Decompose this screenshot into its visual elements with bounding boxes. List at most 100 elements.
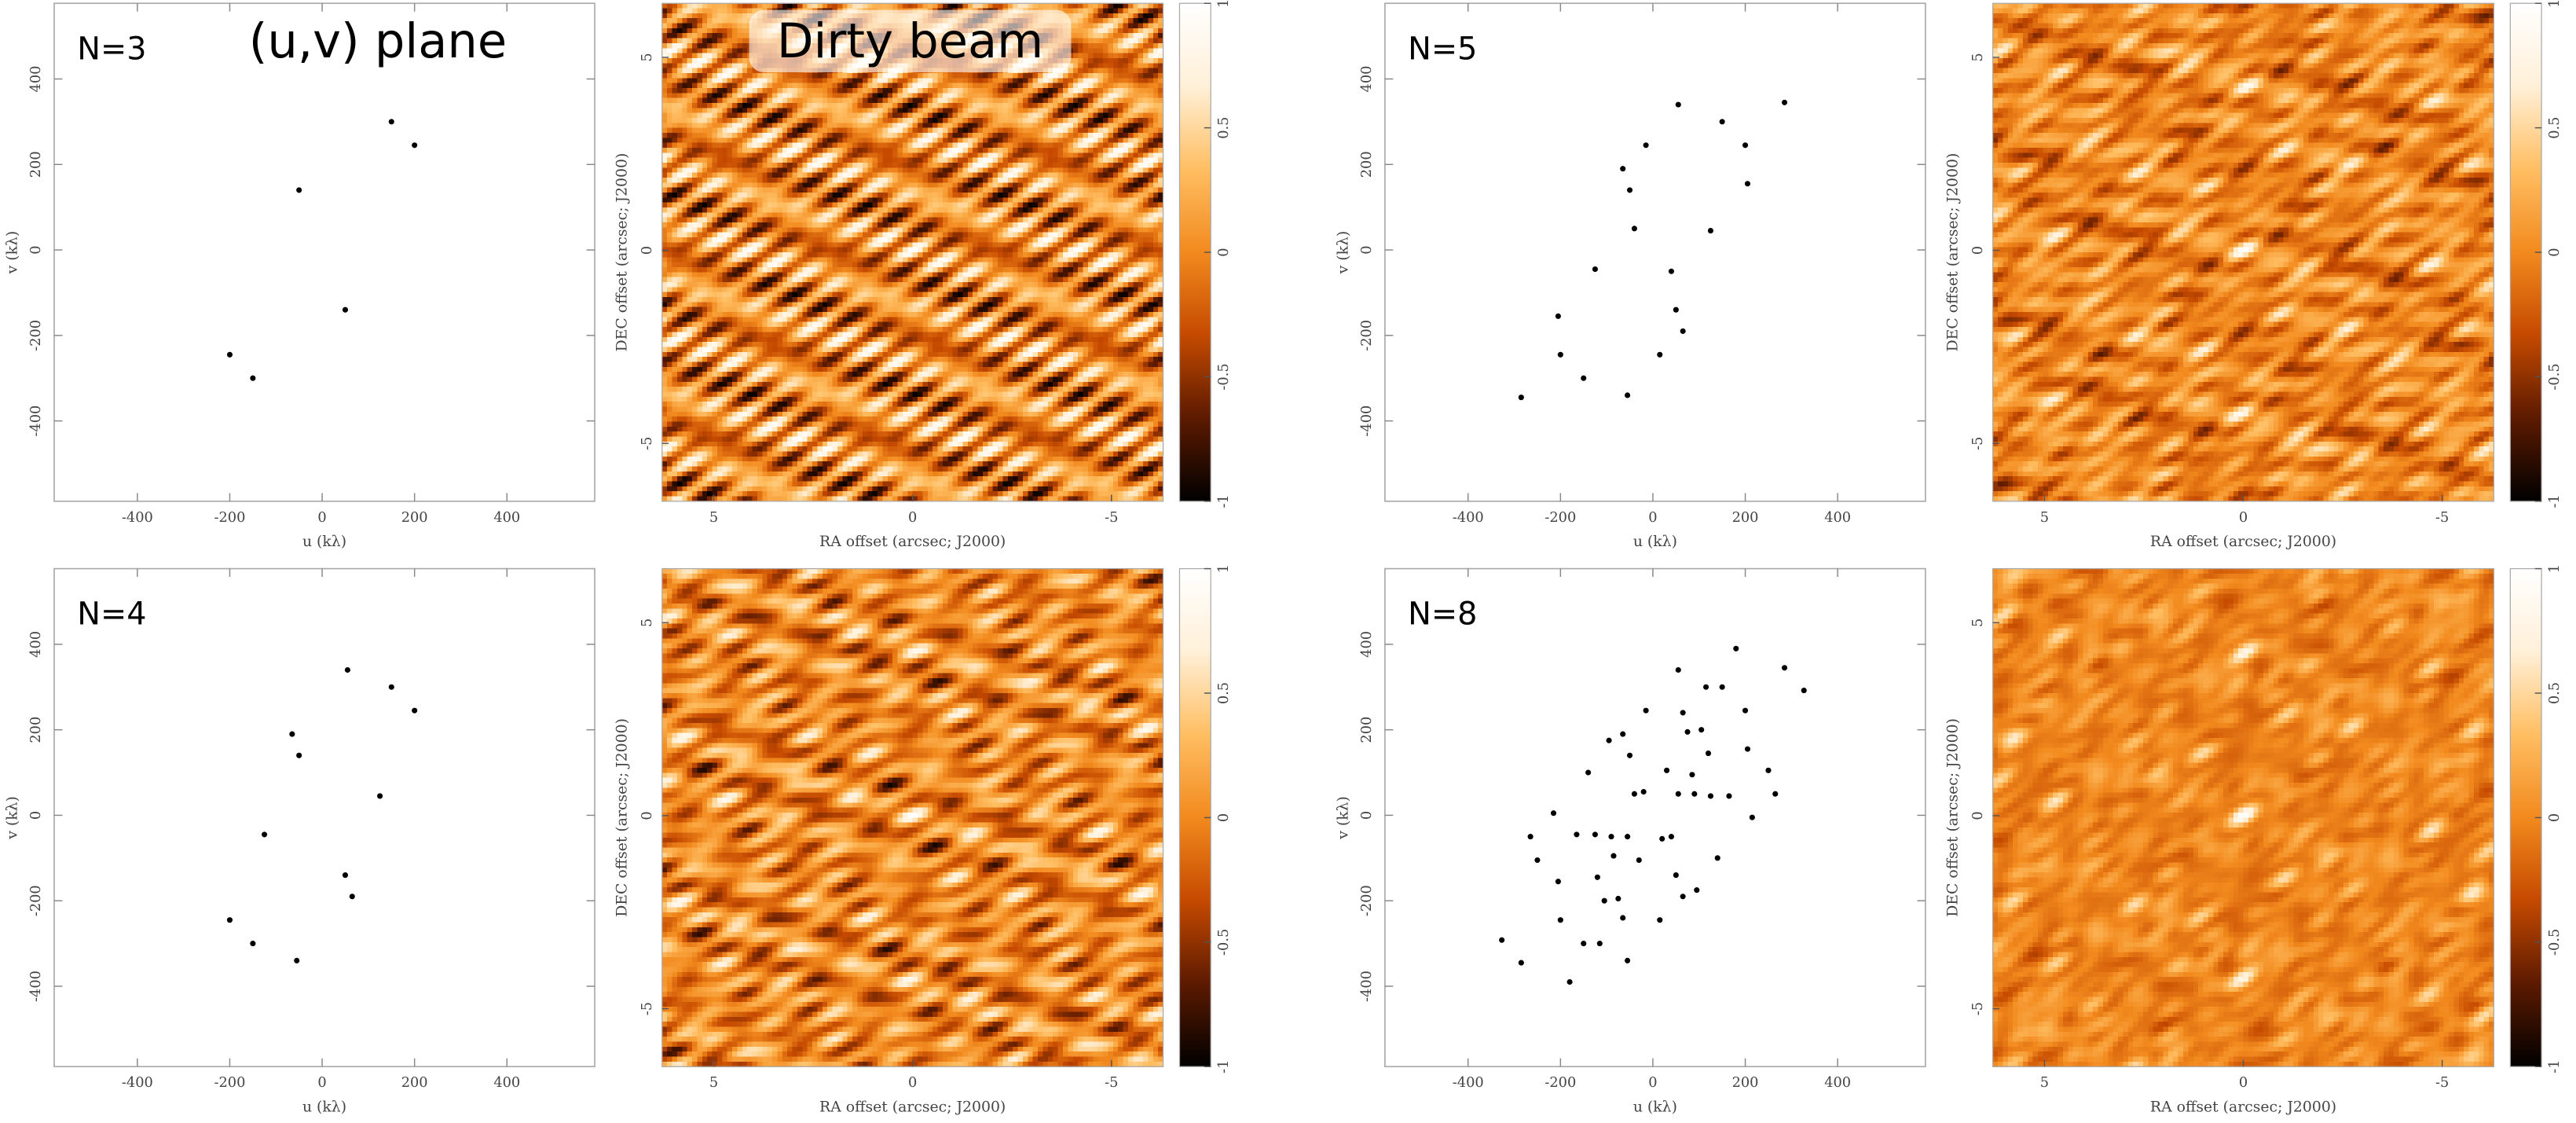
beam-pixel — [667, 9, 672, 14]
beam-pixel — [978, 207, 984, 213]
beam-pixel — [867, 118, 873, 123]
beam-pixel — [702, 9, 708, 14]
beam-pixel — [1143, 227, 1149, 233]
beam-pixel — [717, 167, 723, 173]
beam-pixel — [933, 138, 938, 143]
beam-pixel — [1078, 148, 1083, 153]
beam-pixel — [892, 197, 898, 203]
beam-pixel — [732, 193, 738, 198]
beam-pixel — [1113, 63, 1119, 68]
beam-pixel — [993, 158, 999, 163]
beam-pixel — [737, 93, 742, 98]
beam-pixel — [1153, 68, 1159, 74]
beam-pixel — [762, 222, 768, 228]
beam-pixel — [677, 163, 683, 168]
beam-pixel — [988, 138, 993, 143]
beam-pixel — [737, 113, 742, 119]
beam-pixel — [697, 78, 702, 83]
beam-pixel — [938, 138, 944, 143]
beam-pixel — [953, 158, 958, 163]
beam-pixel — [1013, 178, 1018, 183]
beam-pixel — [898, 188, 903, 193]
beam-pixel — [848, 218, 853, 223]
beam-pixel — [978, 123, 984, 128]
beam-pixel — [1148, 58, 1153, 64]
beam-pixel — [682, 222, 687, 228]
beam-pixel — [1033, 178, 1039, 183]
beam-pixel — [867, 178, 873, 183]
beam-pixel — [1008, 138, 1013, 143]
beam-pixel — [707, 222, 713, 228]
beam-pixel — [1042, 167, 1048, 173]
beam-pixel — [978, 88, 984, 94]
beam-pixel — [858, 207, 863, 213]
beam-pixel — [1038, 83, 1043, 89]
beam-pixel — [713, 163, 718, 168]
beam-pixel — [928, 158, 933, 163]
beam-pixel — [918, 148, 923, 153]
beam-pixel — [1048, 173, 1053, 178]
beam-pixel — [732, 173, 738, 178]
beam-pixel — [873, 93, 878, 98]
beam-pixel — [727, 28, 733, 34]
beam-pixel — [852, 212, 858, 218]
beam-pixel — [867, 103, 873, 108]
beam-pixel — [692, 73, 698, 79]
beam-pixel — [753, 123, 758, 128]
beam-pixel — [1073, 113, 1079, 119]
beam-pixel — [677, 158, 683, 163]
beam-pixel — [907, 197, 913, 203]
beam-pixel — [863, 108, 868, 113]
beam-pixel — [863, 218, 868, 223]
beam-pixel — [1033, 103, 1039, 108]
beam-pixel — [753, 83, 758, 89]
beam-pixel — [782, 173, 788, 178]
beam-pixel — [1103, 68, 1108, 74]
beam-pixel — [1098, 143, 1104, 149]
beam-pixel — [713, 9, 718, 14]
beam-pixel — [753, 128, 758, 134]
beam-pixel — [978, 108, 984, 113]
beam-pixel — [687, 58, 693, 64]
beam-pixel — [717, 108, 723, 113]
beam-pixel — [1098, 118, 1104, 123]
beam-pixel — [833, 158, 838, 163]
beam-pixel — [677, 48, 683, 53]
beam-pixel — [662, 63, 668, 68]
beam-pixel — [1153, 93, 1159, 98]
beam-pixel — [1093, 39, 1098, 44]
beam-pixel — [753, 197, 758, 203]
beam-pixel — [717, 197, 723, 203]
beam-pixel — [933, 128, 938, 134]
beam-pixel — [1068, 222, 1073, 228]
beam-pixel — [662, 212, 668, 218]
beam-pixel — [753, 113, 758, 119]
beam-pixel — [677, 93, 683, 98]
beam-pixel — [867, 167, 873, 173]
beam-pixel — [858, 3, 863, 9]
beam-pixel — [922, 233, 928, 238]
beam-pixel — [1108, 103, 1113, 108]
beam-pixel — [1073, 128, 1079, 134]
beam-pixel — [933, 222, 938, 228]
beam-pixel — [918, 193, 923, 198]
beam-pixel — [837, 178, 843, 183]
beam-pixel — [842, 203, 848, 208]
beam-pixel — [993, 193, 999, 198]
x-tick-label: 400 — [493, 510, 520, 526]
beam-pixel — [817, 113, 823, 119]
beam-pixel — [687, 118, 693, 123]
beam-pixel — [732, 9, 738, 14]
beam-pixel — [863, 182, 868, 188]
beam-pixel — [808, 158, 813, 163]
beam-pixel — [1138, 28, 1144, 34]
beam-pixel — [1083, 163, 1089, 168]
beam-pixel — [1083, 39, 1089, 44]
beam-pixel — [947, 148, 953, 153]
beam-pixel — [933, 83, 938, 89]
beam-pixel — [968, 207, 973, 213]
beam-pixel — [842, 143, 848, 149]
beam-pixel — [898, 163, 903, 168]
beam-pixel — [898, 133, 903, 138]
beam-pixel — [707, 63, 713, 68]
